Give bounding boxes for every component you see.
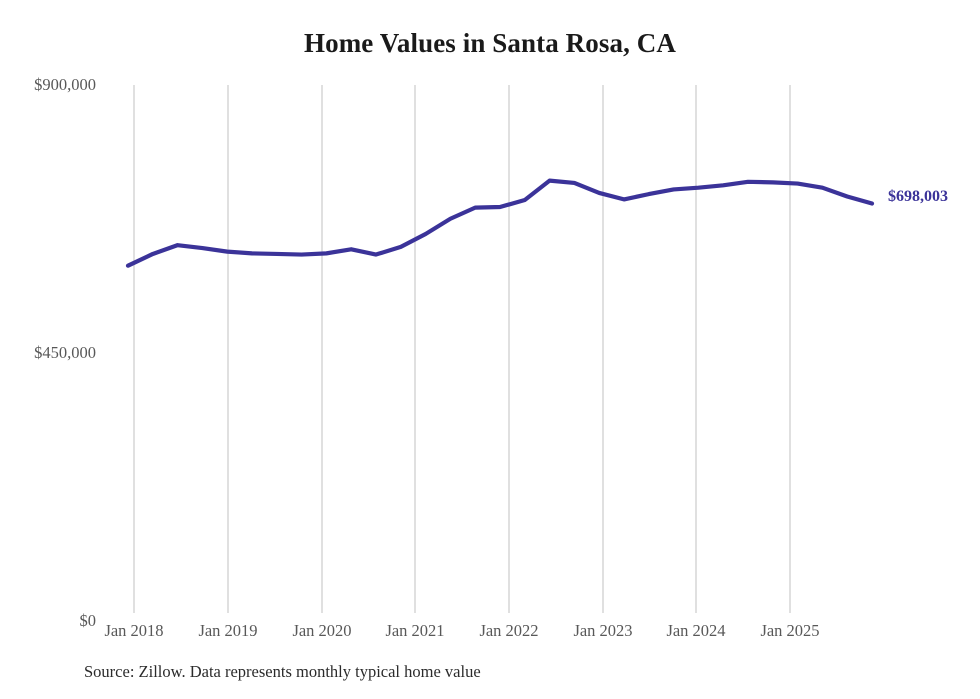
y-axis-tick-label-0: $0	[79, 611, 97, 630]
data-series-line	[125, 178, 875, 268]
gridlines-group	[133, 85, 791, 613]
y-axis-tick-label-450000: $450,000	[34, 343, 96, 362]
x-axis-tick-label-jan-2025: Jan 2025	[760, 621, 820, 640]
y-axis-tick-label-900000: $900,000	[34, 75, 96, 94]
end-value-annotation: $698,003	[888, 188, 948, 205]
x-axis-tick-label-jan-2019: Jan 2019	[198, 621, 258, 640]
x-axis-tick-label-jan-2024: Jan 2024	[666, 621, 726, 640]
x-axis-tick-label-jan-2020: Jan 2020	[292, 621, 352, 640]
x-axis-tick-label-jan-2022: Jan 2022	[479, 621, 539, 640]
x-axis-tick-label-jan-2023: Jan 2023	[573, 621, 633, 640]
x-axis-tick-label-jan-2021: Jan 2021	[385, 621, 445, 640]
x-axis-tick-label-jan-2018: Jan 2018	[104, 621, 164, 640]
page-title: Home Values in Santa Rosa, CA	[304, 28, 676, 58]
source-caption: Source: Zillow. Data represents monthly …	[84, 662, 481, 681]
